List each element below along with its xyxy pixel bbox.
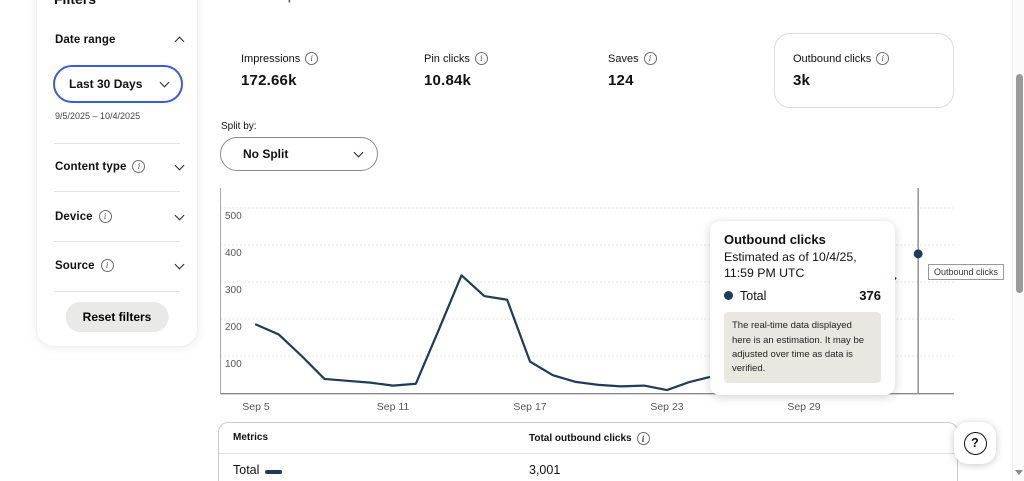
tooltip-estimation-note: The real-time data displayed here is an …	[724, 312, 881, 384]
series-line-swatch	[265, 470, 282, 474]
series-axis-tag: Outbound clicks	[928, 264, 1005, 280]
table-header-row: Metrics Total outbound clicks i	[219, 423, 957, 454]
divider	[54, 191, 180, 192]
date-range-value: Last 30 Days	[69, 77, 143, 91]
svg-text:Sep 11: Sep 11	[377, 401, 410, 413]
help-button[interactable]: ?	[954, 422, 996, 464]
divider	[54, 241, 180, 242]
chevron-up-icon[interactable]	[174, 36, 185, 47]
svg-text:Sep 29: Sep 29	[787, 401, 820, 413]
date-range-section-header[interactable]: Date range	[55, 34, 185, 47]
divider	[54, 143, 180, 144]
metrics-realtime-note: Metrics are updated in real-time.	[220, 0, 389, 3]
svg-text:400: 400	[225, 248, 242, 259]
info-icon[interactable]: i	[305, 52, 319, 65]
info-icon[interactable]: i	[636, 432, 650, 445]
metric-value: 124	[608, 72, 634, 89]
info-icon[interactable]: i	[474, 52, 488, 65]
filter-source[interactable]: Source i	[55, 259, 185, 272]
date-range-dropdown[interactable]: Last 30 Days	[53, 65, 183, 103]
scroll-down-arrow-icon[interactable]	[1014, 470, 1023, 475]
metric-impressions[interactable]: Impressions i 172.66k	[241, 52, 411, 89]
date-range-label: Date range	[55, 34, 116, 46]
info-icon[interactable]: i	[100, 259, 114, 272]
chevron-down-icon[interactable]	[174, 210, 185, 220]
col-header-label: Total outbound clicks	[529, 433, 632, 444]
metric-value: 10.84k	[424, 72, 472, 89]
svg-text:300: 300	[225, 285, 242, 296]
metric-pin-clicks[interactable]: Pin clicks i 10.84k	[424, 52, 594, 89]
divider	[54, 291, 180, 292]
metric-label: Saves	[608, 52, 639, 65]
chevron-down-icon	[159, 77, 170, 88]
device-label: Device	[55, 210, 93, 223]
metric-value: 3k	[793, 72, 811, 89]
question-mark-icon: ?	[963, 431, 987, 455]
svg-text:500: 500	[225, 211, 242, 222]
metric-saves[interactable]: Saves i 124	[608, 52, 778, 89]
col-header-total-outbound: Total outbound clicks i	[529, 432, 650, 445]
metric-outbound-clicks[interactable]: Outbound clicks i 3k	[793, 52, 963, 89]
tooltip-title: Outbound clicks	[724, 232, 826, 247]
split-by-value: No Split	[243, 147, 289, 161]
svg-text:Sep 17: Sep 17	[513, 401, 546, 413]
filters-panel: Filters Date range Last 30 Days 9/5/2025…	[36, 0, 198, 347]
content-type-label: Content type	[55, 160, 127, 173]
metric-label: Impressions	[241, 52, 301, 65]
info-icon[interactable]: i	[876, 52, 890, 65]
table-row[interactable]: Total 3,001	[219, 454, 957, 481]
scrollbar-thumb[interactable]	[1015, 74, 1023, 293]
chevron-down-icon[interactable]	[174, 160, 185, 170]
split-by-label: Split by:	[221, 121, 257, 132]
metric-label: Outbound clicks	[793, 52, 872, 65]
info-icon[interactable]: i	[132, 160, 146, 173]
tooltip-series-label: Total	[740, 288, 767, 303]
svg-text:Sep 5: Sep 5	[242, 401, 270, 413]
chevron-down-icon	[353, 147, 364, 158]
split-by-dropdown[interactable]: No Split	[220, 137, 378, 171]
outbound-clicks-chart[interactable]: 100 200 300 400 500 Sep 5 Sep 11 Sep 17 Sep 23 Se…	[218, 185, 960, 417]
selected-metric-card[interactable]	[774, 33, 954, 108]
svg-text:100: 100	[225, 359, 242, 370]
filters-title: Filters	[54, 0, 96, 7]
svg-text:200: 200	[225, 322, 242, 333]
tooltip-series-row: Total 376	[724, 288, 881, 303]
tooltip-subtitle: Estimated as of 10/4/25, 11:59 PM UTC	[724, 250, 857, 281]
row-name: Total	[233, 463, 260, 477]
svg-text:Sep 23: Sep 23	[650, 401, 683, 413]
metrics-table: Metrics Total outbound clicks i Total 3,…	[218, 422, 958, 481]
metric-value: 172.66k	[241, 72, 297, 89]
line-chart-canvas[interactable]: 100 200 300 400 500 Sep 5 Sep 11 Sep 17 Sep 23 Se…	[218, 185, 960, 417]
chart-tooltip: Outbound clicks Estimated as of 10/4/25,…	[710, 221, 895, 396]
info-icon[interactable]: i	[643, 52, 657, 65]
col-header-metrics: Metrics	[233, 432, 269, 443]
metric-label: Pin clicks	[424, 52, 470, 65]
filter-content-type[interactable]: Content type i	[55, 160, 185, 173]
series-dot-icon	[724, 291, 733, 301]
chevron-down-icon[interactable]	[174, 259, 185, 269]
date-range-dates: 9/5/2025 – 10/4/2025	[55, 111, 141, 121]
source-label: Source	[55, 259, 95, 272]
reset-filters-button[interactable]: Reset filters	[65, 302, 169, 332]
scrollbar-track[interactable]	[1012, 0, 1024, 481]
tooltip-series-value: 376	[859, 288, 881, 304]
row-value: 3,001	[529, 463, 561, 477]
info-icon[interactable]: i	[98, 210, 112, 223]
filter-device[interactable]: Device i	[55, 210, 185, 223]
